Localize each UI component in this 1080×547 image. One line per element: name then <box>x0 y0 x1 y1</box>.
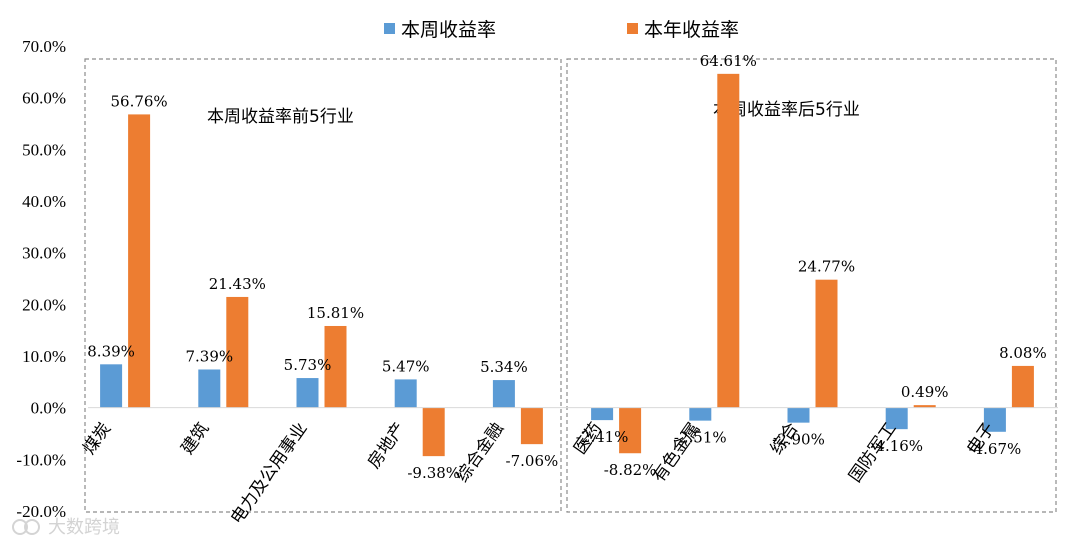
yearly-value-label: -7.06% <box>506 452 559 470</box>
legend-label-yearly: 本年收益率 <box>644 19 739 41</box>
y-tick-label: 50.0% <box>22 140 66 159</box>
yearly-value-label: -8.82% <box>604 461 657 479</box>
yearly-value-label: 56.76% <box>110 92 167 110</box>
bottom5-annotation: 本周收益率后5行业 <box>713 100 860 120</box>
y-axis: 70.0% 60.0% 50.0% 40.0% 30.0% 20.0% 10.0% 0.0% -… <box>16 37 66 521</box>
yearly-return-bar <box>324 325 347 408</box>
yearly-return-bar <box>520 407 543 445</box>
yearly-value-label: 64.61% <box>700 52 757 70</box>
weekly-return-bar <box>983 407 1006 432</box>
yearly-return-bar <box>717 73 740 408</box>
y-tick-label: 20.0% <box>22 295 66 314</box>
weekly-value-label: 5.47% <box>382 357 430 375</box>
weekly-return-bar <box>787 407 810 423</box>
top5-annotation: 本周收益率前5行业 <box>207 107 354 127</box>
watermark: 大数跨境 <box>12 517 120 538</box>
y-tick-label: 30.0% <box>22 244 66 263</box>
y-tick-label: -10.0% <box>16 450 66 469</box>
y-tick-label: -20.0% <box>16 502 66 521</box>
weekly-return-bar <box>394 379 417 408</box>
weekly-value-label: -2.51% <box>674 429 727 447</box>
weekly-value-label: -2.90% <box>772 431 825 449</box>
category-label: 综合金融 <box>453 419 508 486</box>
y-tick-label: 10.0% <box>22 347 66 366</box>
weekly-value-label: 7.39% <box>185 347 233 365</box>
yearly-return-bar <box>226 296 249 408</box>
legend: 本周收益率 本年收益率 <box>384 19 739 41</box>
yearly-value-label: 8.08% <box>999 344 1047 362</box>
weekly-value-label: -2.41% <box>576 428 629 446</box>
watermark-text: 大数跨境 <box>48 517 120 538</box>
value-labels: 8.39% 56.76% 7.39% 21.43% 5.73% 15.81% 5.47% -9… <box>87 52 1046 482</box>
weekly-return-bar <box>100 364 123 408</box>
weekly-value-label: -4.16% <box>870 437 923 455</box>
yearly-value-label: 15.81% <box>307 304 364 322</box>
weekly-return-bar <box>492 380 515 408</box>
yearly-value-label: -9.38% <box>407 464 460 482</box>
weekly-value-label: -4.67% <box>969 440 1022 458</box>
y-tick-label: 40.0% <box>22 192 66 211</box>
weekly-return-bar <box>296 378 319 408</box>
yearly-return-bar <box>619 407 642 454</box>
yearly-value-label: 24.77% <box>798 258 855 276</box>
yearly-return-bar <box>913 405 936 408</box>
watermark-logo-icon <box>12 519 28 535</box>
yearly-return-bar <box>422 407 445 457</box>
yearly-value-label: 21.43% <box>209 275 266 293</box>
weekly-value-label: 5.34% <box>480 358 528 376</box>
weekly-return-bar <box>885 407 908 430</box>
legend-swatch-weekly <box>384 23 395 34</box>
legend-swatch-yearly <box>627 23 638 34</box>
weekly-return-bar <box>689 407 712 421</box>
weekly-return-bar <box>198 369 221 408</box>
top5-group-box <box>84 58 562 513</box>
category-label: 房地产 <box>364 419 410 472</box>
weekly-value-label: 8.39% <box>87 342 135 360</box>
legend-label-weekly: 本周收益率 <box>401 19 496 41</box>
yearly-return-bar <box>1011 365 1034 408</box>
yearly-return-bar <box>815 279 838 408</box>
weekly-return-bar <box>591 407 614 421</box>
bars <box>100 73 1034 457</box>
watermark-logo-icon-2 <box>24 519 40 535</box>
yearly-value-label: 0.49% <box>901 383 949 401</box>
y-tick-label: 0.0% <box>31 399 66 418</box>
y-tick-label: 70.0% <box>22 37 66 56</box>
bottom5-group-box <box>566 58 1057 513</box>
yearly-return-bar <box>128 114 151 408</box>
y-tick-label: 60.0% <box>22 89 66 108</box>
weekly-value-label: 5.73% <box>284 356 332 374</box>
category-label: 建筑 <box>178 419 214 458</box>
